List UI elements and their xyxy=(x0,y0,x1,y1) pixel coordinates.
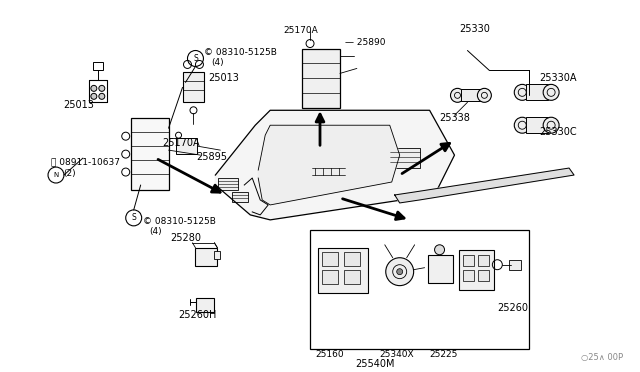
Text: S: S xyxy=(193,54,198,63)
Circle shape xyxy=(99,86,105,92)
Text: Ⓝ 08911-10637: Ⓝ 08911-10637 xyxy=(51,158,120,167)
Bar xyxy=(526,117,548,133)
Bar xyxy=(344,270,360,283)
Circle shape xyxy=(327,134,363,170)
Text: 25895: 25895 xyxy=(196,152,227,162)
Text: 25338: 25338 xyxy=(440,113,470,123)
Text: © 08310-5125B: © 08310-5125B xyxy=(143,217,216,227)
Bar xyxy=(182,73,204,102)
Circle shape xyxy=(435,245,445,255)
Bar xyxy=(463,255,474,266)
Bar xyxy=(93,62,103,70)
Circle shape xyxy=(282,140,318,176)
Bar xyxy=(302,48,340,108)
Text: 25340X: 25340X xyxy=(380,350,415,359)
Bar xyxy=(196,298,214,311)
Text: 25225: 25225 xyxy=(429,350,458,359)
Text: (4): (4) xyxy=(211,58,224,67)
Text: 25160: 25160 xyxy=(315,350,344,359)
Bar xyxy=(214,251,220,259)
Circle shape xyxy=(91,86,97,92)
Text: — 25890: — 25890 xyxy=(345,38,385,47)
Text: (4): (4) xyxy=(150,227,163,236)
Bar xyxy=(479,270,490,280)
Bar xyxy=(318,248,368,293)
Bar xyxy=(175,138,198,154)
Circle shape xyxy=(386,258,413,286)
Bar xyxy=(479,255,490,266)
Circle shape xyxy=(99,93,105,99)
Bar xyxy=(310,230,529,349)
Text: 25170A: 25170A xyxy=(163,138,200,148)
Bar xyxy=(344,252,360,266)
Bar xyxy=(322,270,338,283)
Text: 25280: 25280 xyxy=(171,233,202,243)
Bar xyxy=(322,252,338,266)
Bar xyxy=(218,178,238,190)
Circle shape xyxy=(397,269,403,275)
Text: 25330: 25330 xyxy=(460,23,490,33)
Text: 25260H: 25260H xyxy=(179,310,217,320)
Circle shape xyxy=(91,93,97,99)
Bar xyxy=(428,255,452,283)
Text: 25330C: 25330C xyxy=(539,127,577,137)
Bar xyxy=(131,118,168,190)
Bar xyxy=(195,248,218,266)
Bar xyxy=(526,84,548,100)
Bar xyxy=(509,260,521,270)
Text: N: N xyxy=(53,172,59,178)
Polygon shape xyxy=(395,168,574,203)
Text: © 08310-5125B: © 08310-5125B xyxy=(204,48,277,57)
Text: 25013: 25013 xyxy=(63,100,94,110)
Text: (2): (2) xyxy=(63,169,76,177)
Text: S: S xyxy=(131,214,136,222)
Text: ○25∧ 00P: ○25∧ 00P xyxy=(581,353,623,362)
Bar xyxy=(460,250,494,290)
Text: 25330A: 25330A xyxy=(539,73,577,83)
Bar xyxy=(390,148,420,168)
Bar xyxy=(461,89,481,101)
Text: 25540M: 25540M xyxy=(355,359,394,369)
Text: 25013: 25013 xyxy=(209,73,239,83)
Circle shape xyxy=(515,117,530,133)
Circle shape xyxy=(515,84,530,100)
Bar xyxy=(463,270,474,280)
Polygon shape xyxy=(258,125,400,205)
Circle shape xyxy=(477,89,492,102)
Text: 25260: 25260 xyxy=(497,302,529,312)
Circle shape xyxy=(543,117,559,133)
Circle shape xyxy=(543,84,559,100)
Text: 25170A: 25170A xyxy=(283,26,318,35)
Bar xyxy=(232,192,248,202)
Circle shape xyxy=(451,89,465,102)
Polygon shape xyxy=(216,110,454,220)
